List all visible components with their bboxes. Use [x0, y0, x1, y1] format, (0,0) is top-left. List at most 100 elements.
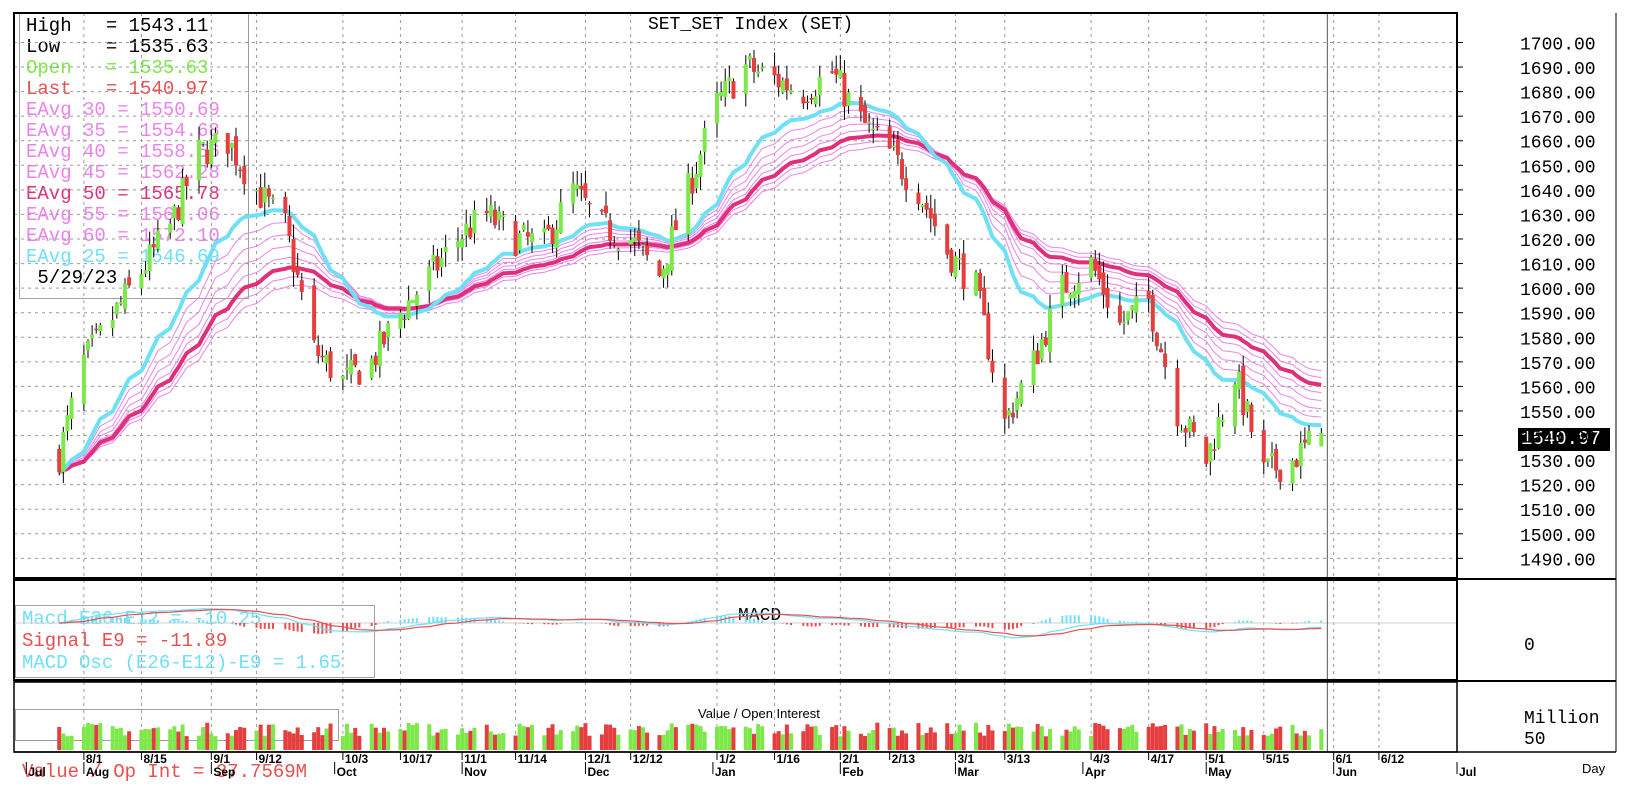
- candle-body: [1076, 282, 1081, 295]
- volume-bar: [266, 724, 271, 750]
- volume-bar: [1089, 736, 1094, 750]
- volume-bar: [813, 726, 818, 750]
- volume-bar: [521, 726, 526, 750]
- x-week-label: 3/1: [957, 752, 974, 766]
- candle-body: [1146, 290, 1151, 299]
- volume-bar: [583, 723, 588, 750]
- volume-bar: [435, 732, 440, 750]
- candle-body: [349, 360, 354, 375]
- volume-bar: [349, 732, 354, 750]
- candle-body: [1175, 367, 1180, 427]
- volume-bar: [719, 725, 724, 750]
- volume-bar: [842, 726, 847, 750]
- macd-layer: [14, 608, 1457, 639]
- volume-bar: [234, 730, 238, 750]
- candle-body: [69, 397, 74, 420]
- volume-bar: [242, 727, 247, 750]
- volume-bar: [61, 733, 66, 750]
- candle-body: [949, 249, 954, 273]
- candle-body: [168, 223, 173, 233]
- volume-bar: [118, 727, 123, 750]
- candle-body: [1064, 272, 1069, 293]
- candle-body: [756, 71, 761, 74]
- candle-body: [990, 360, 995, 373]
- volume-bar: [900, 730, 904, 750]
- volume-bar: [1130, 724, 1135, 750]
- volume-bar: [690, 723, 695, 750]
- volume-bar: [546, 727, 551, 750]
- volume-bar: [1163, 725, 1168, 750]
- candle-body: [262, 187, 267, 203]
- volume-bar: [838, 736, 843, 750]
- price_legend-line: Open = 1535.63: [26, 57, 209, 79]
- volume-bar: [891, 727, 896, 750]
- candle-body: [842, 72, 847, 107]
- candle-body: [435, 256, 440, 271]
- candle-body: [530, 233, 534, 243]
- volume-bar: [760, 726, 765, 750]
- volume-bar: [657, 735, 662, 750]
- volume-bar: [1093, 723, 1098, 750]
- volume-bar: [863, 735, 867, 750]
- volume-bar: [497, 733, 502, 750]
- volume-bar: [168, 729, 173, 750]
- volume-bar: [1241, 727, 1246, 750]
- candle-body: [1220, 419, 1225, 422]
- candle-body: [875, 125, 880, 128]
- candle-body: [1187, 418, 1192, 432]
- candle-body: [1274, 449, 1279, 471]
- volume-bar: [846, 730, 851, 750]
- candle-body: [127, 277, 132, 286]
- candle-body: [554, 229, 559, 249]
- ema-35-line: [58, 116, 1322, 473]
- volume-bar: [110, 726, 115, 750]
- candle-body: [871, 128, 876, 131]
- candle-body: [414, 294, 419, 306]
- x-month-label: Mar: [957, 765, 979, 779]
- volume-bar: [373, 727, 378, 750]
- volume-bar: [484, 724, 489, 750]
- candle-body: [599, 209, 604, 212]
- x-week-label: 2/1: [842, 752, 859, 766]
- candle-body: [784, 78, 789, 91]
- y-tick-label: 1630.00: [1520, 207, 1596, 227]
- candle-body: [632, 237, 637, 242]
- volume-bar: [961, 730, 966, 750]
- volume-bar: [784, 724, 789, 750]
- volume-bar: [184, 736, 189, 750]
- volume-bar: [928, 727, 933, 750]
- volume-bar: [262, 735, 267, 750]
- candle-body: [1290, 460, 1295, 484]
- x-month-label: Feb: [842, 765, 863, 779]
- volume-bar: [587, 735, 592, 750]
- ema-60-line: [59, 145, 1322, 473]
- candle-body: [641, 244, 645, 246]
- candle-body: [546, 224, 551, 230]
- volume-bar: [1249, 729, 1254, 750]
- candle-body: [809, 97, 814, 100]
- y-tick-label: 1540.00: [1520, 429, 1596, 449]
- volume-bar: [472, 727, 477, 750]
- candle-body: [266, 188, 271, 197]
- candle-body: [468, 227, 473, 238]
- volume-bar: [1011, 727, 1015, 750]
- chart-title: SET_SET Index (SET): [648, 15, 854, 35]
- candle-body: [439, 257, 444, 268]
- volume-legend-text: Value / Op Int = 37.7569M: [22, 761, 308, 783]
- volume-bar: [1060, 735, 1065, 750]
- volume-bar: [957, 724, 962, 750]
- volume-bar: [1097, 723, 1102, 750]
- volume-bar: [94, 724, 99, 750]
- last-price-tag: 1540.97: [1518, 428, 1610, 451]
- volume-bar: [698, 726, 703, 750]
- candle-body: [957, 258, 962, 260]
- volume-bar: [357, 735, 362, 750]
- candle-body: [513, 220, 518, 257]
- candle-body: [727, 77, 732, 82]
- volume-bar: [69, 735, 74, 750]
- volume-bar: [530, 724, 534, 750]
- volume-bar: [225, 733, 230, 750]
- volume-bar: [1191, 730, 1196, 750]
- volume-bar: [558, 730, 563, 750]
- candle-body: [1298, 443, 1303, 467]
